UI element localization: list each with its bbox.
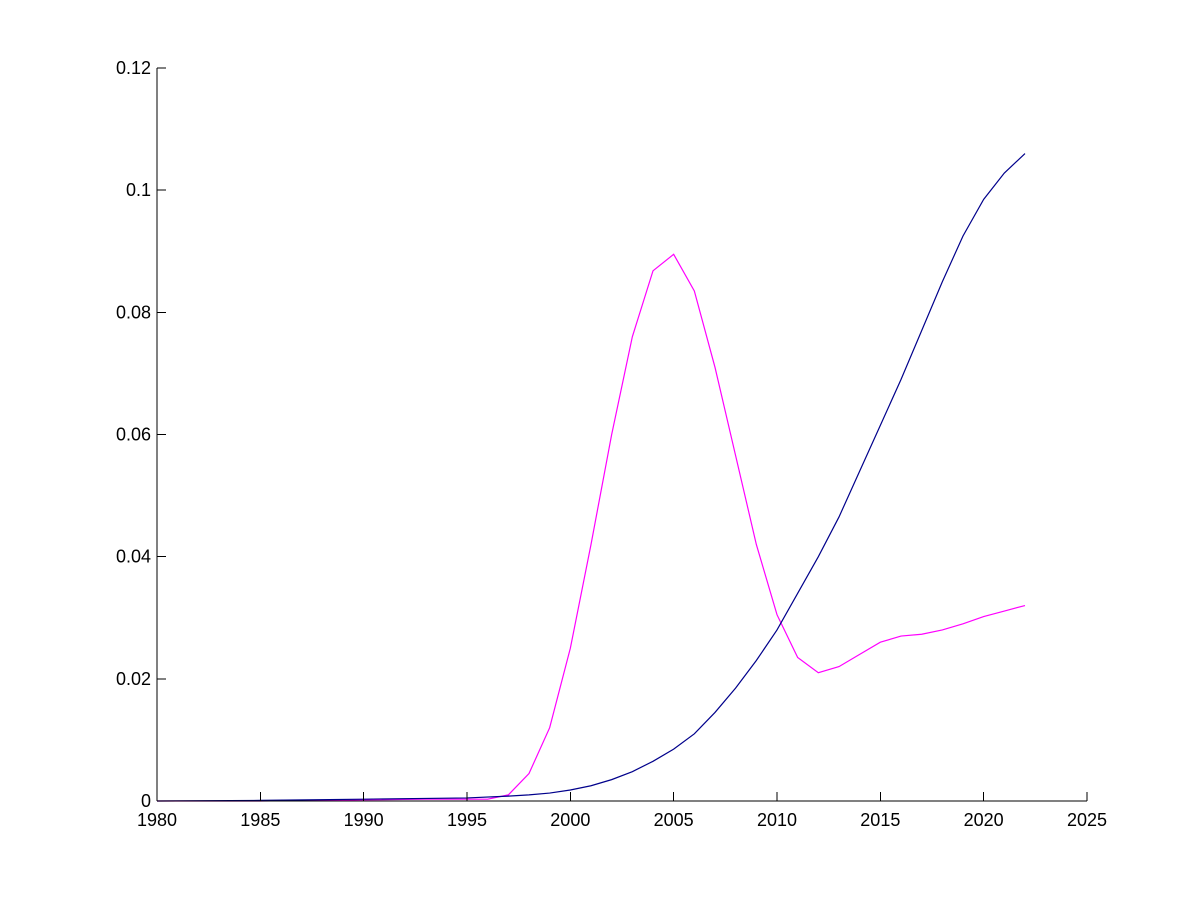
x-tick-label: 2020 — [964, 810, 1004, 830]
x-tick-label: 1985 — [240, 810, 280, 830]
y-tick-label: 0.12 — [116, 58, 151, 78]
x-tick-label: 2010 — [757, 810, 797, 830]
x-tick-label: 2015 — [860, 810, 900, 830]
y-tick-label: 0.1 — [126, 180, 151, 200]
x-tick-label: 1995 — [447, 810, 487, 830]
x-tick-label: 1980 — [137, 810, 177, 830]
x-tick-label: 2005 — [654, 810, 694, 830]
y-tick-label: 0.04 — [116, 547, 151, 567]
y-tick-label: 0.08 — [116, 302, 151, 322]
y-tick-label: 0.02 — [116, 669, 151, 689]
y-tick-label: 0 — [141, 791, 151, 811]
series-layer — [156, 153, 1026, 802]
tick-layer: 1980 1985 1990 1995 2000 2005 2010 2015 2020 2025… — [116, 58, 1107, 830]
series-line-2 — [156, 153, 1026, 802]
x-tick-label: 2000 — [550, 810, 590, 830]
x-tick-label: 2025 — [1067, 810, 1107, 830]
y-tick-label: 0.06 — [116, 425, 151, 445]
series-line-1 — [157, 253, 1026, 802]
x-tick-label: 1990 — [344, 810, 384, 830]
axes-layer — [156, 68, 1087, 802]
